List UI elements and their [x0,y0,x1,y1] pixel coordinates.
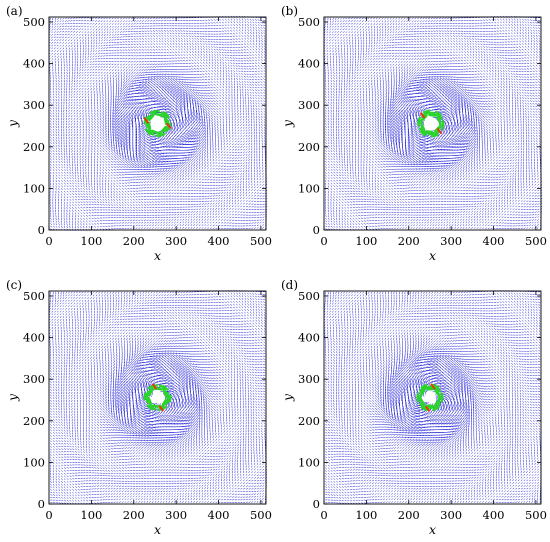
y-tick-label: 0 [38,223,45,237]
plot-frame [48,16,267,231]
y-tick-label: 500 [23,289,45,303]
panel-label: (a) [6,4,23,18]
core-hotspots [425,383,436,412]
x-tick-label: 400 [208,234,230,248]
panel-c: 0 100 200 300 400 500 0 100 200 300 400 500 x y (c) [5,278,272,537]
x-tick-label: 500 [525,508,547,522]
vortex-core [417,109,445,138]
vector-field [323,15,543,231]
y-tick-label: 0 [38,497,45,511]
y-tick-label: 200 [298,414,320,428]
x-tick-label: 0 [320,234,327,248]
panel-b: 0 100 200 300 400 500 0 100 200 300 400 500 x y (b) [280,4,547,263]
x-tick-label: 200 [398,508,420,522]
y-axis-label: y [280,393,295,402]
y-tick-label: 200 [298,140,320,154]
x-tick-label: 200 [398,234,420,248]
x-axis-label: x [429,248,436,263]
y-tick-label: 300 [23,98,45,112]
y-tick-label: 100 [298,455,320,469]
x-tick-label: 100 [80,508,102,522]
y-tick-label: 300 [298,98,320,112]
vortex-core [416,383,444,412]
vector-arrows [323,15,543,231]
y-tick-label: 0 [313,223,320,237]
y-tick-label: 500 [298,289,320,303]
y-tick-label: 400 [298,57,320,71]
y-tick-label: 0 [313,497,320,511]
core-hotspots [152,383,164,412]
plot-frame [323,290,542,505]
y-tick-label: 100 [23,181,45,195]
y-tick-label: 400 [23,331,45,345]
core-ring [143,384,172,411]
panel-a: 0 100 200 300 400 500 0 100 200 300 400 500 x y (a) [5,4,272,263]
x-tick-label: 300 [440,508,462,522]
x-tick-label: 100 [80,234,102,248]
x-tick-label: 500 [250,508,272,522]
x-axis-label: x [429,522,436,537]
core-hotspots [144,117,172,129]
vortex-core [143,383,172,412]
x-tick-label: 400 [483,234,505,248]
x-tick-label: 300 [165,234,187,248]
x-axis-label: x [154,248,161,263]
x-tick-label: 100 [355,234,377,248]
y-tick-label: 300 [23,372,45,386]
y-tick-label: 500 [298,15,320,29]
x-tick-label: 500 [250,234,272,248]
vector-field [48,15,268,231]
y-tick-label: 300 [298,372,320,386]
panel-d: 0 100 200 300 400 500 0 100 200 300 400 500 x y (d) [280,278,547,537]
y-tick-label: 200 [23,414,45,428]
core-ring [416,383,444,412]
panel-label: (b) [281,4,298,18]
x-tick-label: 0 [45,508,52,522]
panel-label: (c) [6,278,22,292]
core-hotspots [420,112,442,134]
x-tick-label: 200 [123,508,145,522]
x-axis-label: x [154,522,161,537]
x-tick-label: 500 [525,234,547,248]
vector-field [48,289,268,505]
y-tick-label: 500 [23,15,45,29]
x-tick-label: 0 [45,234,52,248]
y-tick-label: 100 [298,181,320,195]
vector-field [323,289,542,504]
x-tick-label: 100 [355,508,377,522]
x-tick-label: 200 [123,234,145,248]
plot-frame [48,290,267,505]
x-tick-label: 0 [320,508,327,522]
vortex-core [143,109,172,138]
y-axis-label: y [5,393,20,402]
x-tick-label: 400 [208,508,230,522]
y-tick-label: 200 [23,140,45,154]
vector-arrows [48,289,268,505]
x-tick-label: 300 [440,234,462,248]
y-tick-label: 400 [23,57,45,71]
y-axis-label: y [280,119,295,128]
vector-arrows [48,15,268,231]
y-tick-label: 400 [298,331,320,345]
y-axis-label: y [5,119,20,128]
vector-arrows [323,289,542,504]
panel-label: (d) [281,278,298,292]
x-tick-label: 400 [483,508,505,522]
plot-frame [323,16,542,231]
y-tick-label: 100 [23,455,45,469]
x-tick-label: 300 [165,508,187,522]
